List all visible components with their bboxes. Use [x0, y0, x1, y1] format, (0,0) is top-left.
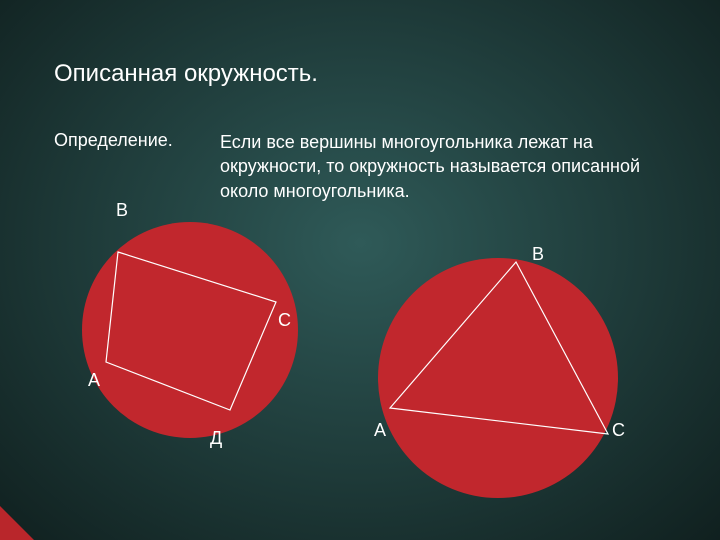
- vertex-label-С: С: [612, 420, 625, 441]
- definition-text: Если все вершины многоугольника лежат на…: [220, 130, 650, 203]
- vertex-label-А: А: [374, 420, 386, 441]
- figure-triangle: [378, 258, 618, 498]
- vertex-label-А: А: [88, 370, 100, 391]
- vertex-label-С: С: [278, 310, 291, 331]
- slide-title: Описанная окружность.: [54, 60, 318, 88]
- circle-quadrilateral: [82, 222, 298, 438]
- vertex-label-В: В: [532, 244, 544, 265]
- definition-heading: Определение.: [54, 130, 173, 151]
- vertex-label-В: В: [116, 200, 128, 221]
- figure-quadrilateral: [82, 222, 298, 438]
- circle-triangle: [378, 258, 618, 498]
- vertex-label-Д: Д: [210, 428, 222, 449]
- corner-accent: [0, 506, 34, 540]
